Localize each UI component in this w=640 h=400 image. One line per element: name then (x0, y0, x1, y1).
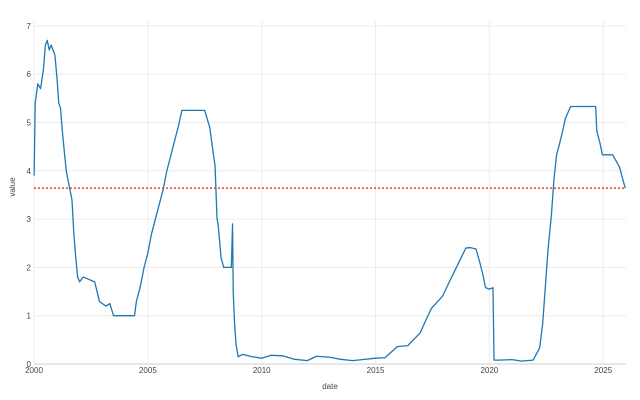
x-tick-label: 2010 (253, 366, 271, 375)
grid-lines (33, 21, 626, 364)
y-tick-label: 7 (27, 22, 32, 31)
y-tick-label: 4 (27, 167, 32, 176)
x-tick-label: 2000 (25, 366, 43, 375)
y-tick-labels: 0 1 2 3 4 5 6 7 (27, 22, 32, 369)
series-line (33, 39, 626, 362)
x-axis-title: date (322, 382, 338, 391)
y-tick-label: 6 (27, 70, 32, 79)
x-tick-label: 2020 (480, 366, 498, 375)
y-tick-label: 0 (27, 360, 32, 369)
y-tick-label: 5 (27, 118, 32, 127)
x-tick-label: 2005 (139, 366, 157, 375)
y-tick-label: 1 (27, 312, 32, 321)
y-tick-label: 2 (27, 263, 32, 272)
x-tick-label: 2015 (367, 366, 385, 375)
y-axis-title: value (8, 177, 17, 197)
y-tick-label: 3 (27, 215, 32, 224)
x-tick-labels: 2000 2005 2010 2015 2020 2025 (25, 366, 613, 375)
x-tick-label: 2025 (594, 366, 612, 375)
